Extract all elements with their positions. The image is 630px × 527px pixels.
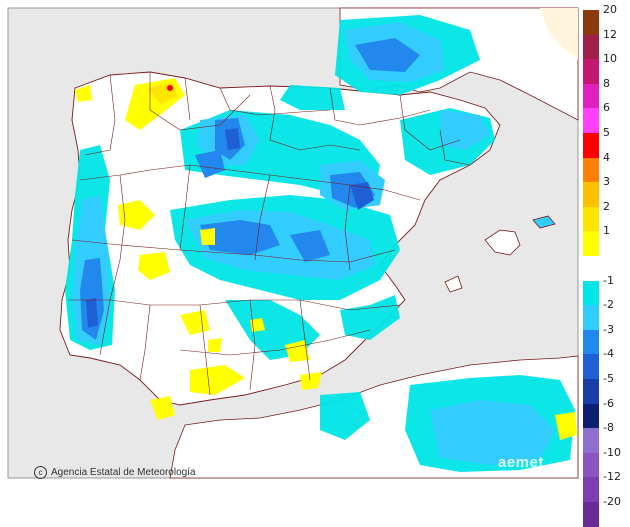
- legend-label: -3: [603, 322, 614, 336]
- legend-label: 5: [603, 126, 610, 139]
- anomaly-hotspot: [167, 85, 173, 91]
- attribution-text: Agencia Estatal de Meteorología: [51, 467, 196, 478]
- anomaly-plus1: [75, 78, 577, 440]
- aemet-watermark: aemet: [498, 454, 544, 471]
- legend-swatch: [583, 157, 599, 183]
- france-beige: [540, 8, 578, 60]
- legend-swatch: [583, 280, 599, 306]
- attribution: c Agencia Estatal de Meteorología: [34, 466, 196, 479]
- legend-label: -20: [603, 495, 621, 508]
- temperature-anomaly-map: [7, 7, 579, 479]
- legend-label: 4: [603, 150, 610, 164]
- legend-label: -5: [603, 372, 614, 385]
- legend-swatch: [583, 256, 599, 281]
- legend-label: 10: [603, 52, 617, 66]
- legend-label: 12: [603, 27, 617, 41]
- legend-swatch: [583, 428, 599, 453]
- legend-swatch: [583, 59, 599, 84]
- legend-label: -4: [603, 347, 614, 361]
- legend-label: 2: [603, 199, 610, 213]
- legend-swatch: [583, 231, 599, 256]
- anomaly-minus4: [86, 128, 374, 328]
- legend-swatch: [583, 108, 599, 133]
- legend-swatch: [583, 329, 599, 355]
- legend-swatch: [583, 83, 599, 109]
- legend-swatch: [583, 502, 599, 527]
- legend-label: -6: [603, 396, 614, 410]
- legend-swatch: [583, 133, 599, 158]
- legend-swatch: [583, 452, 599, 478]
- legend-swatch: [583, 403, 599, 429]
- menorca: [532, 215, 556, 229]
- legend-label: -1: [603, 273, 614, 287]
- legend-swatch: [583, 10, 599, 35]
- province-borders: [68, 72, 471, 396]
- legend-label: 3: [603, 175, 610, 189]
- legend-swatch: [583, 305, 599, 330]
- legend-label: 8: [603, 76, 610, 90]
- legend-label: -2: [603, 298, 614, 312]
- legend-label: -8: [603, 421, 614, 435]
- legend-swatch: [583, 34, 599, 60]
- legend-label: 20: [603, 3, 617, 16]
- legend-swatch: [583, 354, 599, 379]
- legend-swatch: [583, 182, 599, 207]
- legend-label: -12: [603, 470, 621, 484]
- ibiza: [444, 275, 463, 293]
- copyright-icon: c: [34, 466, 47, 479]
- legend-swatch: [583, 206, 599, 232]
- legend-label: -10: [603, 445, 621, 459]
- legend-swatch: [583, 379, 599, 404]
- legend-label: 6: [603, 101, 610, 115]
- mallorca: [484, 229, 521, 256]
- legend-label: 1: [603, 224, 610, 238]
- legend-swatch: [583, 477, 599, 502]
